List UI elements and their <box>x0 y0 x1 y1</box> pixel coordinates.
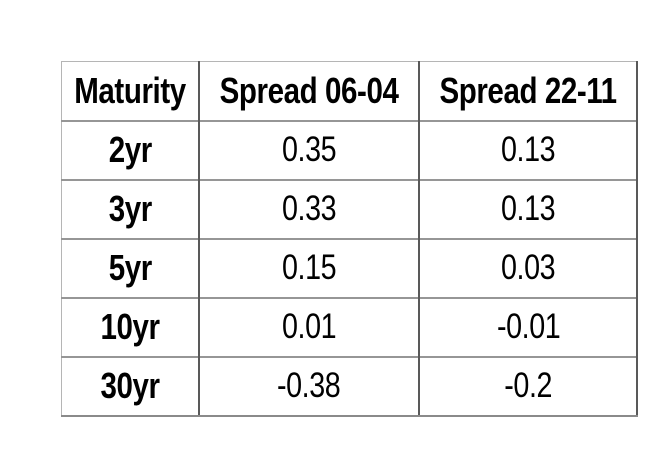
maturity-label: 30yr <box>100 365 160 406</box>
cell-spread-06-04-5yr: 0.15 <box>198 237 420 298</box>
maturity-label: 3yr <box>108 188 152 229</box>
maturity-label: 2yr <box>108 129 152 170</box>
table-row-3yr: 3yr 0.33 0.13 <box>61 178 639 239</box>
cell-maturity-3yr: 3yr <box>61 178 200 239</box>
cell-spread-22-11-10yr: -0.01 <box>418 296 639 357</box>
header-row: Maturity Spread 06-04 Spread 22-11 <box>61 61 639 121</box>
spread-value: 0.15 <box>281 248 337 287</box>
cell-spread-06-04-10yr: 0.01 <box>198 296 420 357</box>
maturity-label: 10yr <box>100 306 160 347</box>
cell-spread-22-11-30yr: -0.2 <box>418 355 639 417</box>
spread-table: Maturity Spread 06-04 Spread 22-11 2yr <box>61 61 639 417</box>
spread-value: -0.38 <box>277 366 341 405</box>
cell-spread-06-04-2yr: 0.35 <box>198 119 420 180</box>
cell-spread-22-11-3yr: 0.13 <box>418 178 639 239</box>
cell-spread-06-04-3yr: 0.33 <box>198 178 420 239</box>
cell-maturity-5yr: 5yr <box>61 237 200 298</box>
spread-value: 0.33 <box>281 189 337 228</box>
maturity-label: 5yr <box>108 247 152 288</box>
spread-value: 0.35 <box>281 130 337 169</box>
header-label-spread-22-11: Spread 22-11 <box>439 69 618 111</box>
spread-value: -0.01 <box>496 307 561 346</box>
table-row-2yr: 2yr 0.35 0.13 <box>61 119 639 180</box>
table-row-30yr: 30yr -0.38 -0.2 <box>61 355 639 417</box>
header-cell-maturity: Maturity <box>61 61 200 121</box>
cell-maturity-30yr: 30yr <box>61 355 200 417</box>
spread-value: 0.01 <box>281 307 337 346</box>
cell-spread-06-04-30yr: -0.38 <box>198 355 420 417</box>
cell-spread-22-11-2yr: 0.13 <box>418 119 639 180</box>
header-label-maturity: Maturity <box>74 69 186 111</box>
table-row-5yr: 5yr 0.15 0.03 <box>61 237 639 298</box>
cell-spread-22-11-5yr: 0.03 <box>418 237 639 298</box>
spread-value: 0.13 <box>501 130 556 169</box>
spread-table-container: Maturity Spread 06-04 Spread 22-11 2yr <box>61 61 639 417</box>
header-cell-spread-06-04: Spread 06-04 <box>198 61 420 121</box>
header-cell-spread-22-11: Spread 22-11 <box>418 61 639 121</box>
spread-value: 0.03 <box>501 248 556 287</box>
cell-maturity-2yr: 2yr <box>61 119 200 180</box>
spread-value: 0.13 <box>501 189 556 228</box>
spread-value: -0.2 <box>504 366 553 405</box>
cell-maturity-10yr: 10yr <box>61 296 200 357</box>
table-row-10yr: 10yr 0.01 -0.01 <box>61 296 639 357</box>
header-label-spread-06-04: Spread 06-04 <box>219 69 399 111</box>
